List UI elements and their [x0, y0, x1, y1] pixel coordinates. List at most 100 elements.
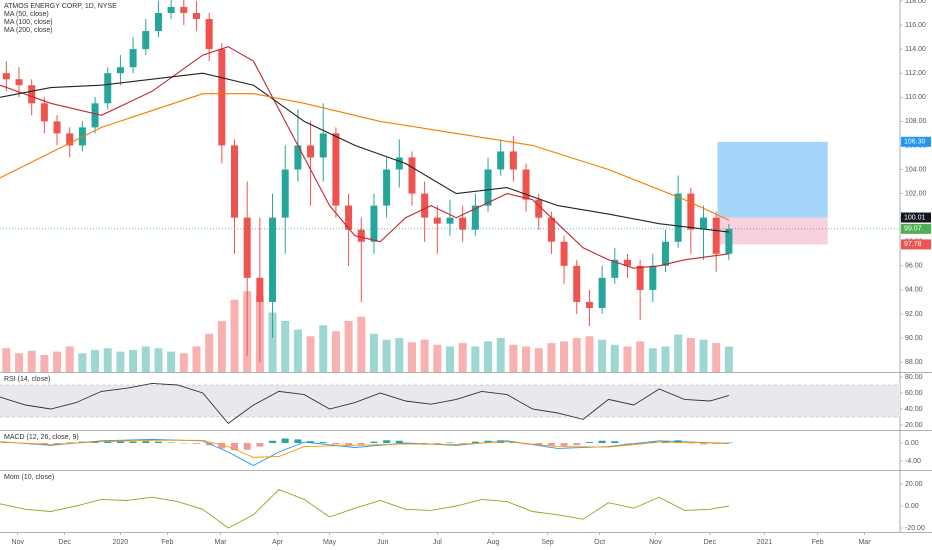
candle-body: [522, 169, 530, 200]
histogram-bar: [345, 443, 353, 446]
position-stop: [717, 217, 828, 245]
y-tick-label: 116.00: [905, 22, 926, 29]
histogram-bar: [357, 443, 365, 445]
legend-entry: MA (200, close): [4, 27, 53, 34]
x-tick-label: Dec: [704, 539, 717, 546]
volume-bar: [116, 351, 125, 372]
volume-bar: [205, 333, 214, 372]
histogram-bar: [205, 443, 213, 446]
histogram-bar: [712, 443, 720, 444]
histogram-bar: [167, 442, 175, 444]
price-tag-label: 99.07: [904, 226, 922, 233]
candle-body: [345, 205, 353, 230]
volume-bar: [65, 346, 74, 372]
x-tick-label: Nov: [649, 539, 662, 546]
volume-bar: [484, 341, 493, 372]
histogram-bar: [154, 441, 162, 444]
candle-body: [142, 31, 150, 50]
candle-body: [509, 151, 517, 170]
x-tick-label: Mar: [858, 539, 871, 546]
volume-bar: [712, 343, 721, 372]
legend-entry: MA (50, close): [4, 11, 49, 18]
x-tick-label: Jun: [377, 539, 388, 546]
volume-bar: [15, 353, 24, 372]
macd-line: [0, 438, 729, 467]
volume-bar: [331, 331, 340, 372]
x-tick-label: Oct: [594, 539, 605, 546]
histogram-bar: [560, 443, 568, 447]
candle-body: [116, 67, 124, 74]
volume-bar: [623, 346, 632, 372]
candle-body: [687, 193, 695, 230]
volume-bar: [27, 350, 36, 372]
candle-body: [154, 13, 162, 32]
volume-bar: [2, 348, 11, 372]
volume-bar: [471, 346, 480, 372]
x-tick-label: Sep: [541, 539, 554, 546]
y-tick-label: 110.00: [905, 94, 926, 101]
volume-bar: [686, 338, 695, 372]
histogram-bar: [116, 441, 124, 444]
volume-bar: [154, 348, 163, 372]
candle-body: [205, 19, 213, 50]
moving-average: [0, 72, 729, 233]
volume-bar: [534, 348, 543, 372]
y-tick-label: 96.00: [905, 263, 923, 270]
candle-body: [192, 13, 200, 20]
candle-body: [623, 259, 631, 266]
candle-body: [294, 145, 302, 170]
volume-bar: [407, 342, 416, 372]
volume-bar: [674, 334, 683, 372]
candle-body: [700, 217, 708, 230]
volume-bar: [293, 329, 302, 372]
candle-body: [180, 6, 188, 14]
y-tick-label: 90.00: [905, 335, 923, 342]
candle-body: [231, 145, 239, 218]
volume-bar: [53, 351, 62, 372]
candle-body: [395, 157, 403, 170]
candle-body: [674, 193, 682, 242]
volume-bar: [344, 321, 353, 372]
candle-body: [725, 228, 733, 254]
candle-body: [319, 133, 327, 158]
y-tick-label: 114.00: [905, 46, 926, 53]
x-tick-label: Feb: [812, 539, 824, 546]
histogram-bar: [611, 441, 619, 444]
y-tick-label: 20.00: [905, 422, 923, 429]
price-tag: [901, 212, 931, 223]
y-tick-label: 20.00: [905, 481, 923, 488]
volume-bar: [306, 336, 315, 372]
price-tag: [901, 223, 931, 234]
volume-bar: [560, 341, 569, 372]
candle-body: [28, 85, 36, 104]
x-tick-label: Dec: [58, 539, 71, 546]
histogram-bar: [484, 440, 492, 444]
candle-body: [611, 259, 619, 278]
histogram-bar: [383, 440, 391, 444]
volume-bar: [281, 321, 290, 372]
volume-bar: [268, 312, 277, 372]
candle-body: [104, 73, 112, 104]
volume-bar: [458, 343, 467, 372]
candle-body: [547, 217, 555, 242]
volume-bar: [103, 348, 112, 372]
volume-bar: [420, 339, 429, 372]
candle-body: [535, 199, 543, 218]
histogram-bar: [231, 443, 239, 451]
histogram-bar: [332, 443, 340, 445]
x-tick-label: Feb: [161, 539, 173, 546]
histogram-bar: [129, 441, 137, 444]
candle-body: [332, 133, 340, 206]
candle-body: [497, 151, 505, 170]
volume-bar: [509, 344, 518, 372]
candle-body: [370, 205, 378, 242]
volume-bar: [395, 338, 404, 372]
x-tick-label: Nov: [12, 539, 25, 546]
pane-title: RSI (14, close): [4, 376, 50, 383]
histogram-bar: [700, 443, 708, 445]
histogram-bar: [192, 443, 200, 444]
volume-bar: [699, 339, 708, 372]
candle-body: [471, 205, 479, 230]
histogram-bar: [307, 441, 315, 444]
